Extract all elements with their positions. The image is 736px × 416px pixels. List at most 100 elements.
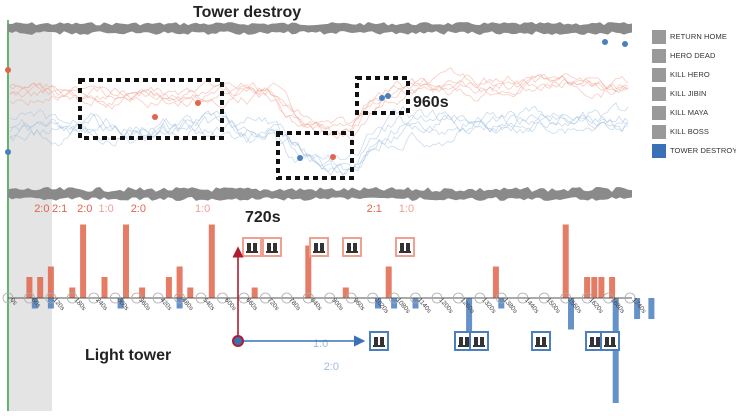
event-icon[interactable] bbox=[242, 237, 262, 257]
event-icons-group bbox=[242, 237, 620, 351]
line-series-group bbox=[9, 67, 629, 177]
x-tick-label: 840s bbox=[309, 297, 324, 313]
tick-marker bbox=[345, 292, 357, 304]
tick-marker bbox=[603, 292, 614, 304]
score-label: 2:0 bbox=[131, 203, 146, 215]
tick-marker bbox=[560, 292, 572, 304]
event-icon[interactable] bbox=[342, 237, 362, 257]
score-label: 2:0 bbox=[324, 361, 339, 373]
line-series bbox=[9, 77, 629, 130]
red-bar bbox=[562, 224, 569, 298]
tick-marker bbox=[195, 292, 207, 304]
tick-marker bbox=[581, 292, 593, 304]
bottom-band-shape bbox=[8, 187, 632, 201]
legend-item-kill-jibin[interactable]: KILL JIBIN bbox=[652, 84, 736, 103]
line-series bbox=[9, 105, 629, 177]
legend-item-kill-boss[interactable]: KILL BOSS bbox=[652, 122, 736, 141]
tick-marker bbox=[324, 292, 336, 304]
event-icon[interactable] bbox=[531, 331, 551, 351]
tick-marker bbox=[152, 292, 164, 304]
legend-item-kill-hero[interactable]: KILL HERO bbox=[652, 65, 736, 84]
score-labels-group: 2:0 2:1 2:0 1:0 2:0 1:0 2:1 1:01:02:0 bbox=[34, 203, 414, 373]
blue-bar bbox=[31, 298, 38, 309]
tick-marker bbox=[131, 292, 143, 304]
x-tick-label: 180s bbox=[73, 297, 88, 313]
event-dot bbox=[330, 154, 336, 160]
x-tick-label: 1380s bbox=[502, 297, 519, 316]
red-bar bbox=[598, 277, 605, 298]
legend-item-return-home[interactable]: RETURN HOME bbox=[652, 27, 736, 46]
blue-bar bbox=[466, 298, 473, 351]
line-series bbox=[9, 72, 629, 136]
event-dot bbox=[602, 39, 608, 45]
tick-marker bbox=[495, 292, 507, 304]
score-label: 2:1 bbox=[52, 203, 67, 215]
label-720s: 720s bbox=[245, 209, 281, 226]
legend-label: TOWER DESTROY bbox=[670, 146, 736, 155]
x-tick-label: 1080s bbox=[395, 297, 412, 316]
score-label: 1:0 bbox=[99, 203, 114, 215]
legend-label: KILL JIBIN bbox=[670, 89, 707, 98]
tick-marker bbox=[238, 292, 250, 304]
event-icon[interactable] bbox=[369, 331, 389, 351]
tick-marker bbox=[2, 292, 14, 304]
score-label: 1:0 bbox=[195, 203, 210, 215]
event-dot bbox=[5, 67, 11, 73]
legend-swatch bbox=[652, 86, 666, 101]
score-label: 1:0 bbox=[313, 338, 328, 350]
x-tick-label: 900s bbox=[330, 297, 345, 313]
blue-bar bbox=[117, 298, 124, 309]
legend-label: KILL BOSS bbox=[670, 127, 709, 136]
red-bar bbox=[26, 277, 33, 298]
score-label: 2:0 bbox=[34, 203, 49, 215]
tick-marker bbox=[624, 292, 636, 304]
x-tick-label: 1620s bbox=[588, 297, 605, 316]
legend-item-kill-maya[interactable]: KILL MAYA bbox=[652, 103, 736, 122]
red-bar bbox=[492, 266, 499, 298]
event-icon[interactable] bbox=[469, 331, 489, 351]
bars-group bbox=[26, 224, 655, 403]
blue-bar bbox=[648, 298, 655, 319]
event-icon[interactable] bbox=[395, 237, 415, 257]
event-icon[interactable] bbox=[454, 331, 474, 351]
legend-swatch bbox=[652, 67, 666, 82]
event-icon[interactable] bbox=[309, 237, 329, 257]
event-icon[interactable] bbox=[262, 237, 282, 257]
legend: RETURN HOME HERO DEAD KILL HERO KILL JIB… bbox=[652, 27, 736, 160]
top-dots-group bbox=[5, 39, 628, 161]
x-tick-label: 540s bbox=[201, 297, 216, 313]
highlight-box-3 bbox=[355, 76, 410, 115]
tick-marker bbox=[217, 292, 228, 304]
x-tick-label: 240s bbox=[94, 297, 109, 313]
tick-marker bbox=[388, 292, 400, 304]
x-tick-label: 600s bbox=[223, 297, 238, 313]
score-label: 2:1 bbox=[367, 203, 382, 215]
score-label: 2:0 bbox=[77, 203, 92, 215]
tick-marker bbox=[109, 292, 121, 304]
legend-item-hero-dead[interactable]: HERO DEAD bbox=[652, 46, 736, 65]
blue-bar bbox=[568, 298, 574, 330]
legend-swatch bbox=[652, 29, 666, 44]
tick-marker bbox=[45, 292, 57, 304]
bottom-gray-band bbox=[8, 187, 632, 201]
top-gray-band bbox=[8, 22, 632, 35]
red-bar bbox=[251, 287, 258, 298]
event-icon[interactable] bbox=[600, 331, 620, 351]
red-bar bbox=[187, 287, 194, 298]
red-bar bbox=[80, 224, 87, 298]
time-axis-group: 0s 60s 120s 180s 240s 300s 360s 420s 480s 540s 600… bbox=[2, 292, 648, 316]
label-960s: 960s bbox=[413, 94, 449, 111]
legend-swatch bbox=[652, 143, 666, 158]
red-bar bbox=[47, 266, 54, 298]
line-series bbox=[9, 78, 629, 125]
legend-item-tower-destroy[interactable]: TOWER DESTROY bbox=[652, 141, 736, 160]
tick-marker bbox=[88, 292, 100, 304]
red-bar bbox=[101, 277, 108, 298]
x-tick-label: 780s bbox=[287, 297, 302, 313]
x-tick-label: 360s bbox=[137, 297, 152, 313]
tick-marker bbox=[431, 292, 443, 304]
legend-label: HERO DEAD bbox=[670, 51, 716, 60]
blue-bar bbox=[375, 298, 381, 309]
x-tick-label: 1320s bbox=[480, 297, 497, 316]
